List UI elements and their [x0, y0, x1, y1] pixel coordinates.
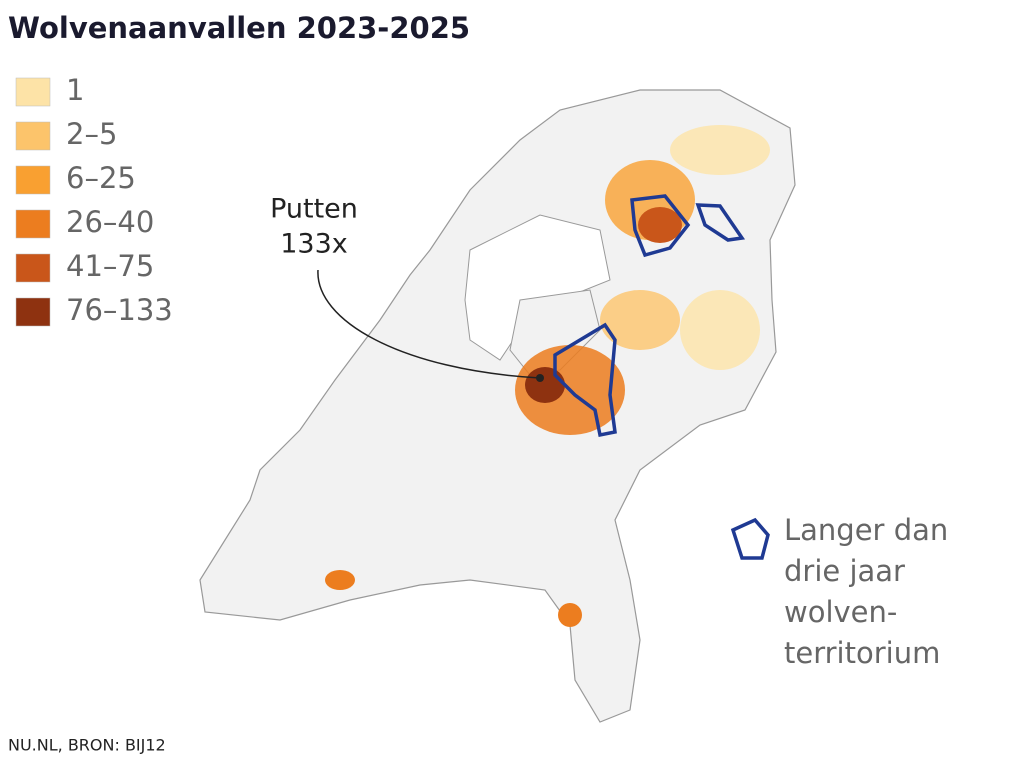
legend: 1 2–5 6–25 26–40 41–75 76–133 — [15, 73, 173, 327]
legend-swatch — [15, 77, 51, 107]
legend-swatch — [15, 121, 51, 151]
hotspot — [525, 367, 565, 403]
attack-areas — [325, 125, 770, 627]
legend-swatch — [15, 297, 51, 327]
annotation-place: Putten — [270, 194, 358, 225]
annotation-count: 133x — [280, 229, 348, 260]
netherlands-outline — [199, 89, 796, 723]
hotspot — [680, 290, 760, 370]
map: Putten 133x — [199, 89, 796, 723]
legend-swatch — [15, 209, 51, 239]
territory — [553, 322, 617, 438]
legend-label: 1 — [66, 73, 84, 107]
territory — [695, 203, 746, 242]
putten-marker — [536, 374, 544, 382]
source: NU.NL, BRON: BIJ12 — [8, 736, 166, 755]
territory-legend-text: drie jaar — [784, 554, 905, 588]
title: Wolvenaanvallen 2023-2025 — [8, 11, 470, 45]
hotspot — [670, 125, 770, 175]
hotspot — [558, 603, 582, 627]
legend-label: 76–133 — [66, 293, 173, 327]
legend-swatch — [15, 253, 51, 283]
legend-label: 2–5 — [66, 117, 117, 151]
hotspot — [325, 570, 355, 590]
territory — [630, 194, 691, 258]
legend-label: 26–40 — [66, 205, 154, 239]
territory-legend-text: Langer dan — [784, 513, 948, 547]
legend-swatch — [15, 165, 51, 195]
territory-legend-icon — [730, 517, 770, 560]
legend-label: 6–25 — [66, 161, 136, 195]
territory-legend-text: wolven- — [784, 595, 897, 629]
legend-label: 41–75 — [66, 249, 154, 283]
territory-legend-text: territorium — [784, 636, 940, 670]
hotspot — [638, 207, 682, 243]
territory-legend: Langer dan drie jaar wolven-territorium — [784, 513, 948, 670]
territories — [553, 194, 770, 560]
leader-line — [317, 269, 541, 379]
hotspot — [600, 290, 680, 350]
